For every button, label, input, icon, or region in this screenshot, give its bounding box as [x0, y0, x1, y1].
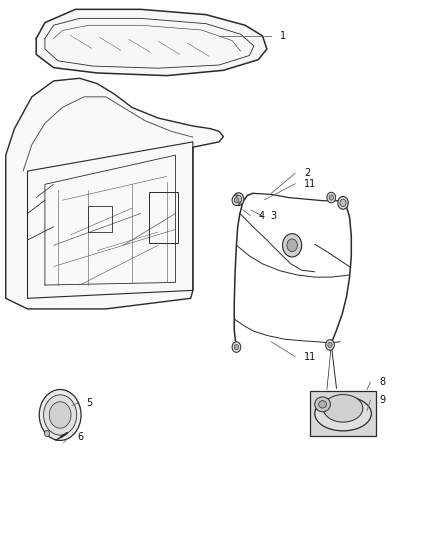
Circle shape	[287, 239, 297, 252]
Text: 3: 3	[270, 211, 276, 221]
Ellipse shape	[323, 394, 363, 422]
Circle shape	[329, 195, 333, 200]
Bar	[311, 391, 376, 436]
Text: 8: 8	[379, 377, 385, 387]
Bar	[88, 206, 113, 232]
Ellipse shape	[319, 401, 326, 408]
Circle shape	[232, 342, 241, 352]
Circle shape	[39, 390, 81, 440]
Text: 6: 6	[78, 432, 84, 442]
Text: 11: 11	[304, 352, 316, 361]
Bar	[149, 192, 178, 243]
Circle shape	[45, 430, 49, 437]
Text: 1: 1	[280, 31, 286, 41]
Circle shape	[340, 199, 346, 207]
Circle shape	[325, 340, 334, 350]
Text: 2: 2	[304, 168, 310, 178]
Ellipse shape	[315, 397, 330, 412]
Circle shape	[233, 193, 244, 206]
Text: 9: 9	[379, 395, 385, 405]
Text: 5: 5	[86, 398, 92, 408]
Circle shape	[234, 198, 239, 203]
Circle shape	[232, 195, 241, 206]
Text: 4: 4	[259, 211, 265, 221]
Polygon shape	[36, 10, 267, 76]
Circle shape	[283, 233, 302, 257]
Text: 11: 11	[304, 179, 316, 189]
Ellipse shape	[315, 397, 371, 431]
Polygon shape	[6, 78, 223, 309]
Circle shape	[44, 395, 77, 435]
Circle shape	[338, 197, 348, 209]
Circle shape	[234, 344, 239, 350]
Circle shape	[327, 192, 336, 203]
Circle shape	[328, 342, 332, 348]
Circle shape	[49, 402, 71, 428]
Circle shape	[236, 196, 242, 203]
